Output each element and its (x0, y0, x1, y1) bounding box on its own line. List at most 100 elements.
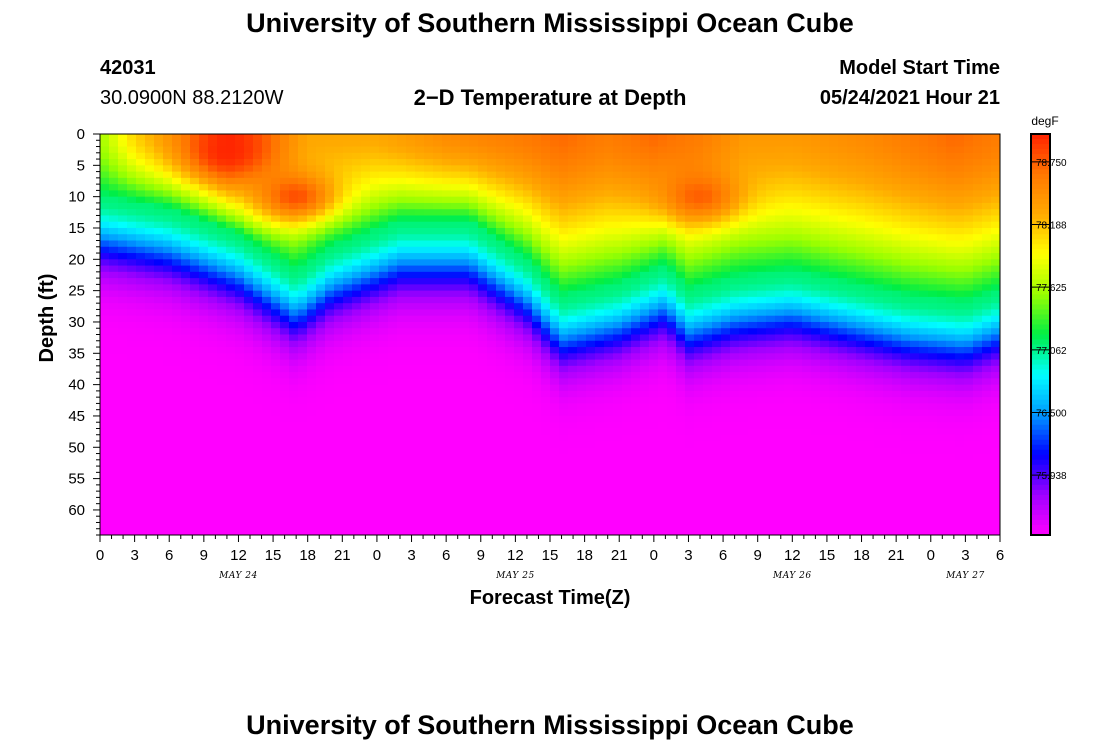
heatmap-cell (235, 409, 245, 417)
heatmap-cell (667, 397, 677, 405)
heatmap-cell (127, 290, 137, 298)
heatmap-cell (442, 441, 452, 448)
heatmap-cell (721, 253, 731, 260)
heatmap-cell (388, 491, 398, 499)
heatmap-cell (676, 390, 686, 398)
heatmap-cell (352, 384, 362, 392)
heatmap-cell (262, 284, 272, 292)
heatmap-cell (100, 265, 110, 273)
heatmap-cell (325, 459, 335, 467)
heatmap-cell (559, 434, 569, 442)
heatmap-cell (190, 246, 200, 254)
heatmap-cell (622, 177, 632, 185)
heatmap-cell (352, 484, 362, 492)
heatmap-cell (748, 503, 758, 511)
heatmap-cell (379, 215, 389, 223)
heatmap-cell (586, 422, 596, 430)
heatmap-cell (703, 397, 713, 405)
heatmap-cell (469, 134, 479, 141)
heatmap-cell (496, 522, 506, 530)
heatmap-cell (370, 190, 380, 198)
heatmap-cell (280, 522, 290, 530)
heatmap-cell (307, 472, 317, 480)
heatmap-cell (163, 171, 173, 179)
heatmap-cell (406, 259, 416, 267)
heatmap-cell (586, 403, 596, 411)
heatmap-cell (415, 190, 425, 198)
heatmap-cell (136, 528, 146, 535)
heatmap-cell (199, 177, 209, 185)
heatmap-cell (775, 434, 785, 442)
heatmap-cell (640, 177, 650, 185)
heatmap-cell (280, 353, 290, 361)
heatmap-cell (172, 265, 182, 273)
heatmap-cell (712, 328, 722, 336)
heatmap-cell (568, 484, 578, 492)
heatmap-cell (118, 134, 128, 141)
heatmap-cell (118, 372, 128, 379)
heatmap-cell (460, 259, 470, 267)
heatmap-cell (397, 184, 407, 191)
heatmap-cell (370, 290, 380, 298)
heatmap-cell (109, 409, 119, 417)
heatmap-cell (739, 265, 749, 273)
heatmap-cell (325, 209, 335, 217)
heatmap-cell (649, 152, 659, 160)
heatmap-cell (577, 271, 587, 279)
heatmap-cell (793, 459, 803, 467)
heatmap-cell (145, 184, 155, 191)
heatmap-cell (415, 309, 425, 317)
heatmap-cell (352, 428, 362, 436)
heatmap-cell (793, 365, 803, 373)
heatmap-cell (460, 384, 470, 392)
heatmap-cell (532, 378, 542, 386)
heatmap-cell (676, 284, 686, 292)
heatmap-cell (559, 171, 569, 179)
heatmap-cell (136, 403, 146, 411)
heatmap-cell (334, 215, 344, 223)
heatmap-cell (109, 196, 119, 204)
heatmap-cell (496, 253, 506, 260)
heatmap-cell (640, 509, 650, 517)
heatmap-cell (793, 422, 803, 430)
heatmap-cell (478, 290, 488, 298)
heatmap-cell (739, 146, 749, 154)
heatmap-cell (712, 309, 722, 317)
heatmap-cell (505, 215, 515, 223)
heatmap-cell (154, 227, 164, 235)
heatmap-cell (253, 265, 263, 273)
heatmap-cell (550, 234, 560, 242)
heatmap-cell (775, 509, 785, 517)
heatmap-cell (703, 503, 713, 511)
heatmap-cell (523, 184, 533, 191)
heatmap-cell (217, 196, 227, 204)
heatmap-cell (694, 246, 704, 254)
heatmap-cell (793, 309, 803, 317)
heatmap-cell (298, 303, 308, 311)
heatmap-cell (631, 340, 641, 348)
heatmap-cell (631, 390, 641, 398)
heatmap-cell (118, 309, 128, 317)
heatmap-cell (523, 171, 533, 179)
heatmap-cell (307, 372, 317, 379)
heatmap-cell (352, 528, 362, 535)
heatmap-cell (703, 253, 713, 260)
heatmap-cell (559, 509, 569, 517)
heatmap-cell (289, 397, 299, 405)
heatmap-cell (388, 447, 398, 455)
heatmap-cell (289, 347, 299, 354)
heatmap-cell (289, 259, 299, 267)
heatmap-cell (622, 184, 632, 191)
heatmap-cell (424, 234, 434, 242)
heatmap-cell (280, 271, 290, 279)
heatmap-cell (721, 340, 731, 348)
heatmap-cell (118, 221, 128, 229)
heatmap-cell (388, 296, 398, 304)
heatmap-cell (352, 140, 362, 148)
heatmap-cell (190, 403, 200, 411)
heatmap-cell (325, 516, 335, 524)
heatmap-cell (235, 215, 245, 223)
heatmap-cell (478, 372, 488, 379)
heatmap-cell (730, 422, 740, 430)
heatmap-cell (667, 309, 677, 317)
